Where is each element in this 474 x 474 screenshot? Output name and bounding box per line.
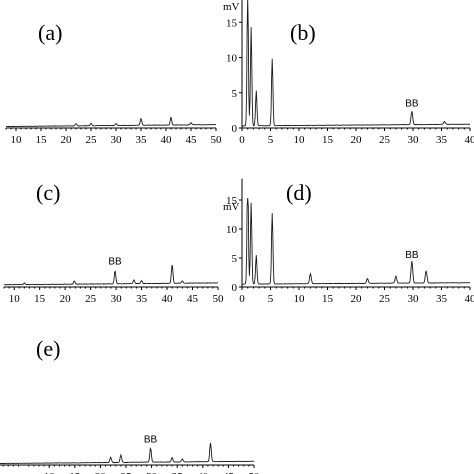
x-tick-label: 45 — [187, 293, 199, 305]
x-tick-label: 30 — [111, 293, 123, 305]
x-tick-label: 40 — [197, 471, 209, 474]
y-tick-label: 15 — [226, 195, 238, 207]
x-tick-label: 40 — [161, 134, 173, 146]
panel-label: (d) — [286, 180, 312, 205]
y-tick-label: 5 — [232, 253, 238, 265]
x-tick-label: 0 — [239, 293, 245, 305]
x-tick-label: 40 — [465, 293, 474, 305]
x-tick-label: 15 — [322, 134, 334, 146]
peak-annotation-bb: BB — [144, 435, 158, 446]
x-tick-label: 0 — [239, 134, 245, 146]
chart-panel-4: mV 0 5 10 15 0 5 10 15 20 25 30 35 40 (d) BB — [223, 178, 474, 305]
peak-annotation-bb: BB — [108, 257, 122, 268]
x-tick-label: 45 — [186, 134, 198, 146]
x-tick-label: 20 — [61, 134, 73, 146]
chromatogram-trace — [5, 116, 217, 128]
chromatogram-trace — [4, 264, 219, 286]
panel-label: (c) — [36, 180, 60, 205]
x-tick-label: 50 — [211, 134, 223, 146]
y-axis-unit: mV — [223, 1, 240, 13]
x-tick-label: 50 — [249, 471, 261, 474]
x-tick-label: 10 — [9, 293, 21, 305]
x-tick-label: 35 — [436, 293, 448, 305]
x-tick-label: 35 — [136, 293, 148, 305]
x-tick-label: 20 — [95, 471, 107, 474]
x-tick-label: 5 — [268, 293, 274, 305]
x-tick-label: 15 — [36, 134, 48, 146]
chart-panel-1: 10 15 20 25 30 35 40 45 50 (a) — [5, 20, 223, 146]
y-tick-label: 10 — [226, 224, 238, 236]
panel-label: (e) — [36, 336, 60, 361]
x-tick-label: 25 — [379, 293, 391, 305]
x-tick-label: 35 — [172, 471, 184, 474]
x-tick-label: 20 — [351, 293, 363, 305]
x-tick-label: 15 — [69, 471, 81, 474]
chart-panel-5: 10 15 20 25 30 35 40 45 50 (e) BB — [0, 336, 260, 474]
chromatogram-trace — [242, 197, 471, 285]
x-tick-label: 40 — [162, 293, 174, 305]
x-tick-label: 35 — [436, 134, 448, 146]
x-tick-label: 40 — [465, 134, 474, 146]
panel-label: (b) — [290, 20, 316, 45]
chromatogram-trace — [241, 0, 471, 127]
x-tick-label: 20 — [351, 134, 363, 146]
x-tick-label: 5 — [268, 134, 274, 146]
x-tick-label: 30 — [146, 471, 158, 474]
peak-annotation-bb: BB — [405, 99, 419, 110]
x-tick-label: 15 — [34, 293, 46, 305]
x-tick-label: 25 — [86, 134, 98, 146]
y-tick-label: 5 — [232, 88, 238, 100]
y-tick-label: 0 — [232, 123, 238, 135]
x-tick-label: 50 — [213, 293, 225, 305]
x-tick-label: 15 — [322, 293, 334, 305]
x-tick-label: 25 — [85, 293, 97, 305]
x-tick-label: 20 — [60, 293, 72, 305]
chromatogram-trace — [0, 442, 255, 465]
y-tick-label: 15 — [226, 17, 238, 29]
peak-annotation-bb: BB — [405, 250, 419, 261]
x-tick-label: 10 — [294, 293, 306, 305]
x-tick-label: 10 — [294, 134, 306, 146]
y-axis-unit: mV — [223, 201, 240, 213]
x-tick-label: 30 — [408, 134, 420, 146]
x-tick-label: 45 — [223, 471, 235, 474]
y-tick-label: 0 — [232, 282, 238, 294]
chart-panel-3: 10 15 20 25 30 35 40 45 50 (c) BB — [3, 180, 225, 305]
x-tick-label: 25 — [379, 134, 391, 146]
x-tick-label: 10 — [44, 471, 56, 474]
x-tick-label: 10 — [11, 134, 23, 146]
panel-label: (a) — [38, 20, 62, 45]
x-tick-label: 25 — [121, 471, 133, 474]
x-tick-label: 30 — [408, 293, 420, 305]
x-tick-label: 35 — [136, 134, 148, 146]
chart-panel-2: mV 0 5 10 15 0 5 10 15 20 25 30 35 40 (b) BB — [223, 0, 474, 146]
x-tick-label: 30 — [111, 134, 123, 146]
y-tick-label: 10 — [226, 53, 238, 65]
